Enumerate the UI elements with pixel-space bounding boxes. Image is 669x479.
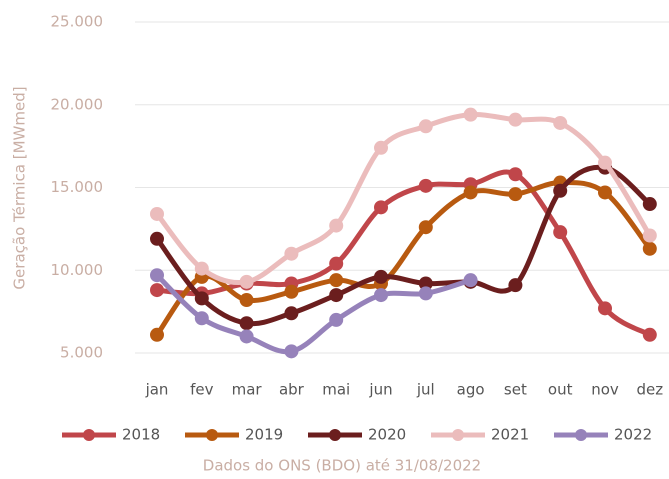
point-marker (508, 187, 523, 202)
legend-label: 2020 (368, 426, 406, 444)
point-marker (150, 283, 164, 298)
point-marker (239, 293, 254, 308)
x-tick-label: fev (190, 381, 214, 399)
x-tick-label: nov (591, 381, 619, 399)
point-marker (239, 274, 254, 289)
x-tick-label: jan (145, 381, 169, 399)
point-marker (553, 115, 568, 130)
y-tick-label: 15.000 (51, 178, 104, 196)
point-marker (150, 206, 164, 221)
footer-note: Dados do ONS (BDO) até 31/08/2022 (203, 457, 481, 475)
point-marker (418, 119, 433, 134)
point-marker (329, 288, 344, 303)
point-marker (463, 273, 478, 288)
point-marker (598, 301, 612, 316)
point-marker (329, 312, 344, 327)
point-marker (284, 284, 299, 299)
point-marker (553, 183, 568, 198)
x-tick-label: out (548, 381, 573, 399)
point-marker (194, 261, 209, 276)
point-marker (374, 269, 388, 284)
y-tick-label: 25.000 (51, 13, 104, 31)
legend-marker (206, 429, 218, 441)
point-marker (374, 140, 388, 155)
point-marker (418, 276, 433, 291)
point-marker (329, 273, 344, 288)
point-marker (150, 231, 164, 246)
point-marker (284, 246, 299, 261)
point-marker (598, 155, 612, 170)
x-tick-label: set (504, 381, 527, 399)
point-marker (642, 241, 657, 256)
point-marker (150, 268, 164, 283)
x-tick-label: dez (636, 381, 663, 399)
y-tick-label: 10.000 (51, 261, 104, 279)
point-marker (239, 329, 254, 344)
x-tick-label: ago (457, 381, 485, 399)
legend-label: 2021 (491, 426, 529, 444)
y-tick-label: 20.000 (51, 95, 104, 113)
point-marker (329, 218, 344, 233)
point-marker (239, 316, 254, 331)
point-marker (150, 327, 164, 342)
point-marker (508, 278, 523, 293)
point-marker (642, 327, 657, 342)
x-tick-label: abr (279, 381, 305, 399)
point-marker (642, 228, 657, 243)
point-marker (642, 197, 657, 212)
legend-label: 2022 (614, 426, 652, 444)
point-marker (553, 225, 568, 240)
point-marker (463, 107, 478, 122)
x-tick-label: mai (322, 381, 350, 399)
x-tick-label: jun (368, 381, 392, 399)
point-marker (418, 178, 433, 193)
y-axis-label: Geração Térmica [MWmed] (11, 86, 29, 289)
point-marker (374, 200, 388, 215)
x-tick-label: mar (232, 381, 263, 399)
point-marker (508, 167, 523, 182)
point-marker (463, 185, 478, 200)
point-marker (374, 288, 388, 303)
legend-marker (329, 429, 341, 441)
point-marker (418, 286, 433, 301)
point-marker (418, 220, 433, 235)
point-marker (194, 291, 209, 306)
point-marker (329, 256, 344, 271)
point-marker (284, 344, 299, 359)
point-marker (508, 112, 523, 127)
x-tick-label: jul (416, 381, 435, 399)
legend-marker (83, 429, 95, 441)
legend-marker (452, 429, 464, 441)
point-marker (194, 311, 209, 326)
y-tick-label: 5.000 (60, 344, 103, 362)
point-marker (284, 306, 299, 321)
point-marker (598, 185, 612, 200)
legend-label: 2018 (122, 426, 160, 444)
legend-marker (575, 429, 587, 441)
legend-label: 2019 (245, 426, 283, 444)
